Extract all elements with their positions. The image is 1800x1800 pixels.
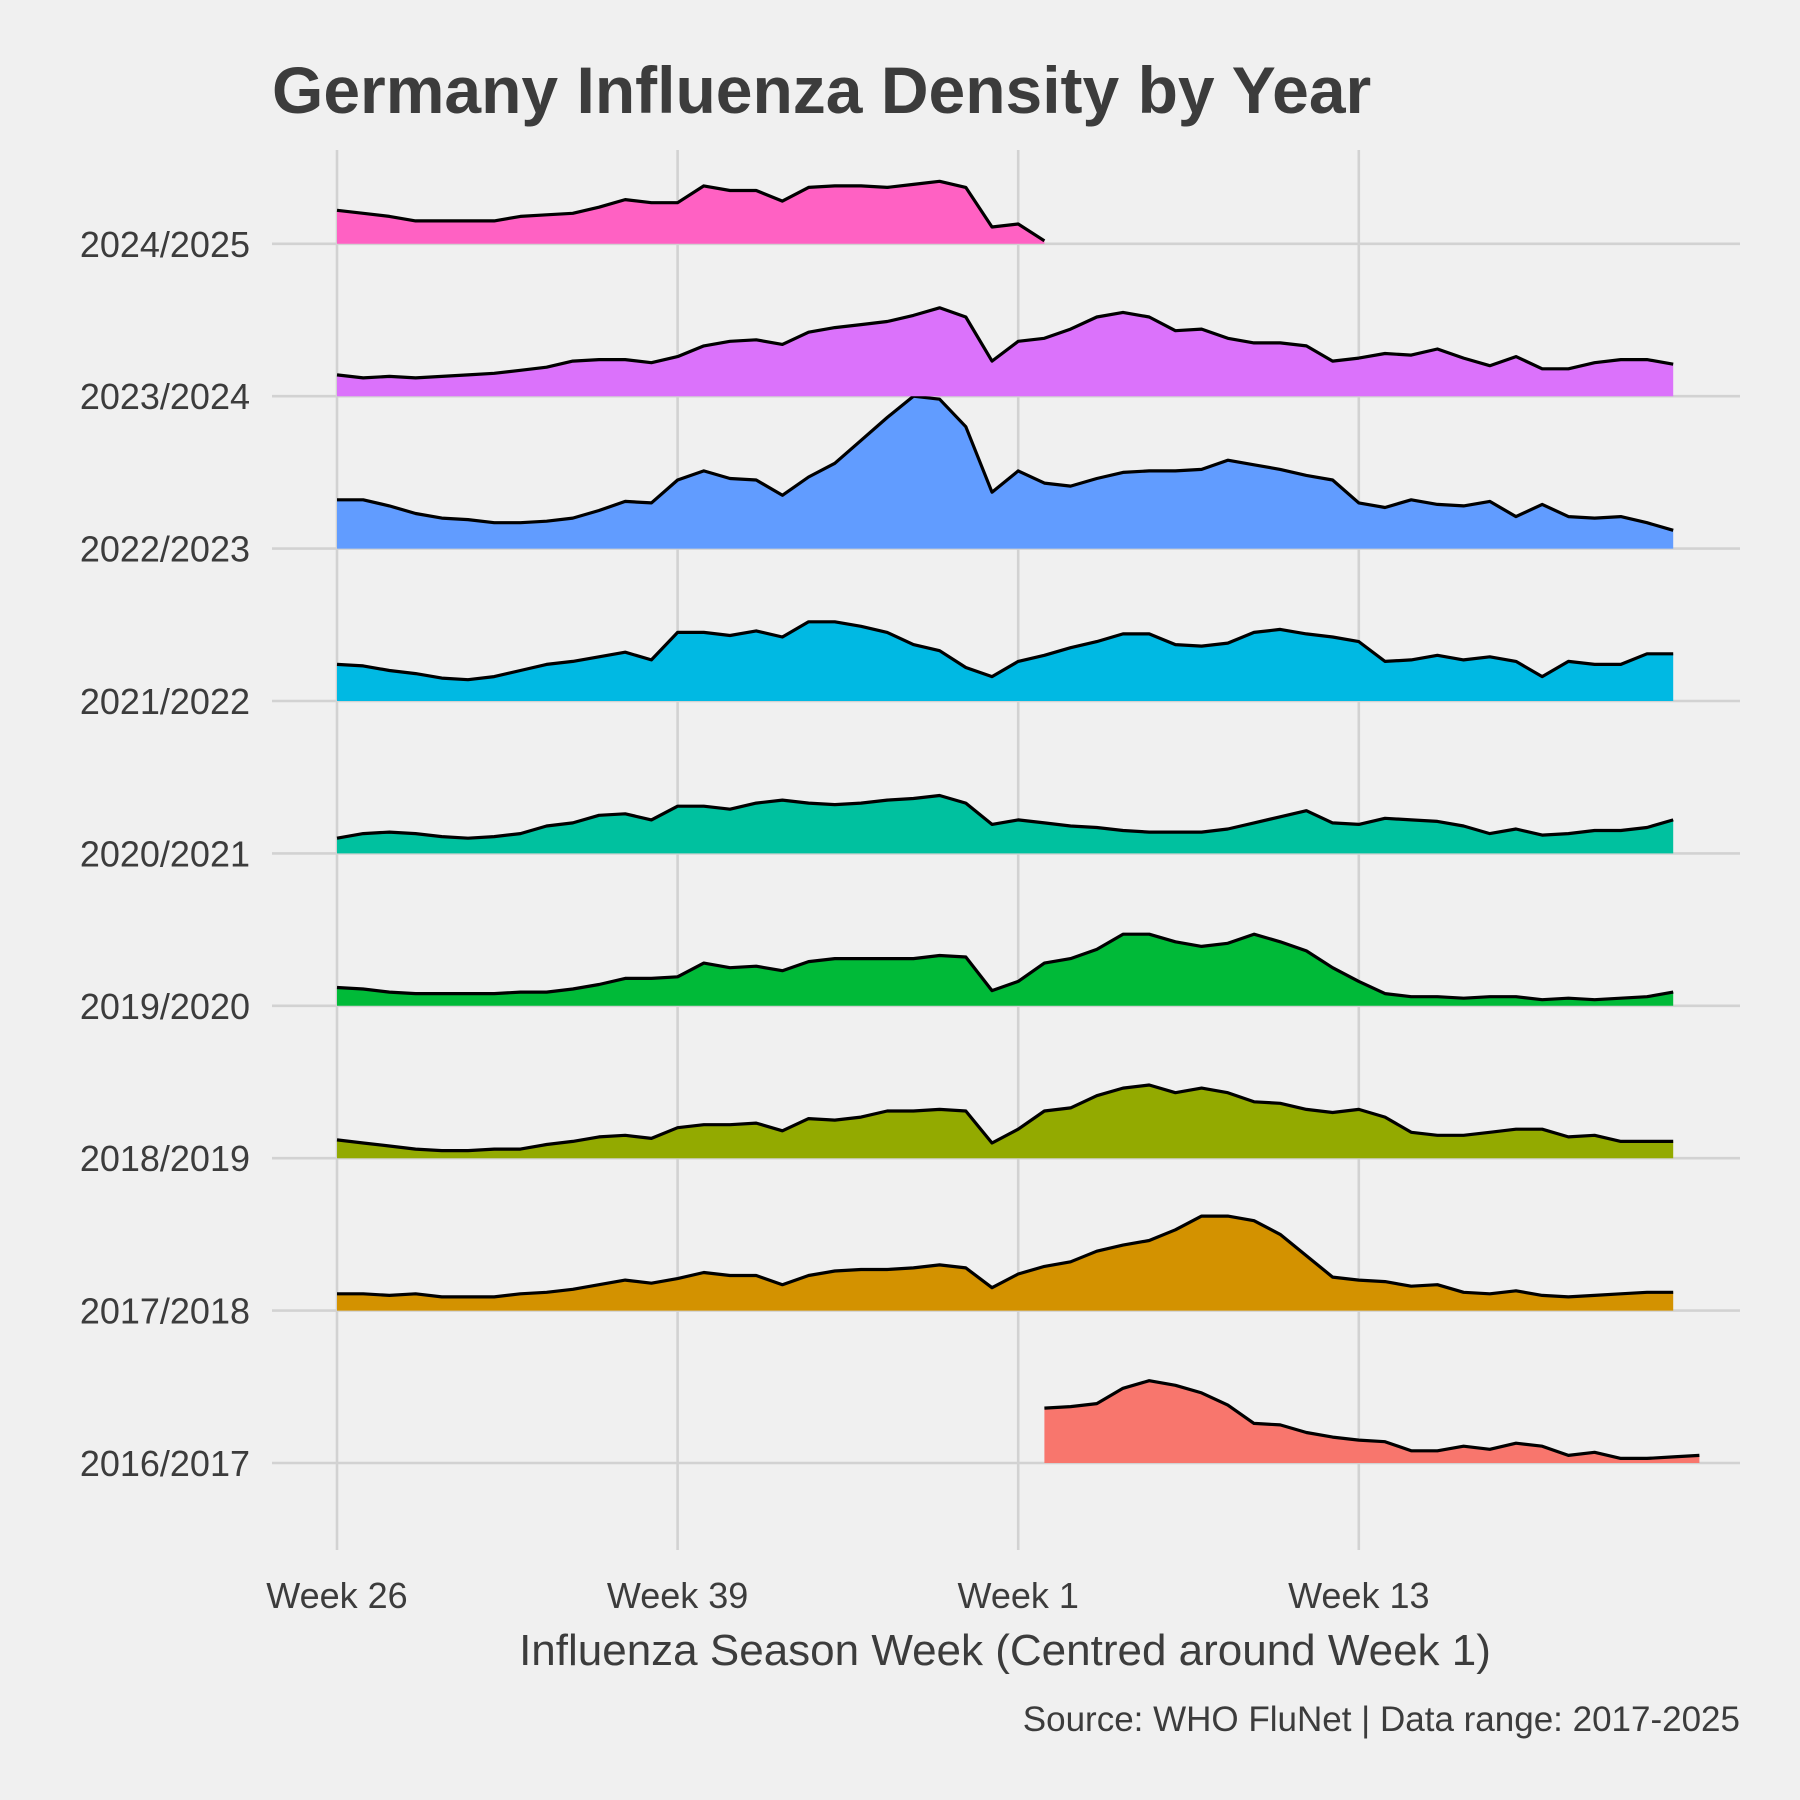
ridge-area — [337, 934, 1674, 1006]
ridge-2016-2017 — [1044, 1379, 1700, 1463]
ridge-area — [1044, 1380, 1700, 1463]
ridge-area — [337, 1216, 1674, 1311]
x-tick-label: Week 26 — [266, 1575, 407, 1616]
ridge-2019-2020 — [336, 932, 1674, 1006]
y-tick-label: 2019/2020 — [80, 986, 250, 1027]
x-axis-label: Influenza Season Week (Centred around We… — [519, 1626, 1491, 1675]
ridge-2024-2025 — [336, 179, 1046, 244]
ridge-outline — [336, 306, 1674, 380]
y-tick-label: 2023/2024 — [80, 376, 250, 417]
y-tick-label: 2022/2023 — [80, 529, 250, 570]
ridge-outline — [336, 793, 1674, 840]
ridge-2021-2022 — [336, 620, 1674, 701]
x-tick-label: Week 39 — [607, 1575, 748, 1616]
ridge-2018-2019 — [336, 1083, 1674, 1159]
x-tick-label: Week 1 — [957, 1575, 1078, 1616]
ridge-2020-2021 — [336, 793, 1674, 854]
ridge-outline — [336, 620, 1674, 682]
ridge-outline — [336, 179, 1046, 243]
ridge-2017-2018 — [337, 1214, 1674, 1311]
ridges-layer — [336, 179, 1700, 1463]
ridge-outline — [336, 1083, 1674, 1153]
ridge-outline — [337, 394, 1674, 532]
x-tick-label: Week 13 — [1288, 1575, 1429, 1616]
ridge-outline — [1044, 1379, 1700, 1460]
x-axis-tick-labels: Week 26 Week 39 Week 1 Week 13 — [266, 1575, 1429, 1616]
chart-title: Germany Influenza Density by Year — [272, 53, 1371, 127]
ridge-2023-2024 — [336, 306, 1674, 397]
ridge-2022-2023 — [337, 394, 1674, 549]
ridge-outline — [336, 932, 1674, 1002]
ridge-area — [337, 621, 1674, 701]
y-tick-label: 2016/2017 — [80, 1443, 250, 1484]
y-tick-label: 2021/2022 — [80, 681, 250, 722]
y-tick-label: 2024/2025 — [80, 224, 250, 265]
y-tick-label: 2020/2021 — [80, 833, 250, 874]
ridge-outline — [337, 1214, 1674, 1299]
y-tick-label: 2017/2018 — [80, 1291, 250, 1332]
y-axis-tick-labels: 2016/2017 2017/2018 2018/2019 2019/2020 2020… — [80, 224, 250, 1484]
ridge-area — [337, 396, 1674, 549]
ridge-area — [337, 181, 1045, 244]
chart-caption: Source: WHO FluNet | Data range: 2017-20… — [1023, 1700, 1740, 1739]
ridge-area — [337, 1085, 1674, 1159]
y-tick-label: 2018/2019 — [80, 1138, 250, 1179]
